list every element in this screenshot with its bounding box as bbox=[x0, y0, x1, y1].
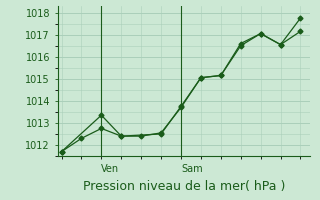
Text: Ven: Ven bbox=[101, 164, 119, 174]
X-axis label: Pression niveau de la mer( hPa ): Pression niveau de la mer( hPa ) bbox=[83, 180, 285, 193]
Text: Sam: Sam bbox=[181, 164, 203, 174]
